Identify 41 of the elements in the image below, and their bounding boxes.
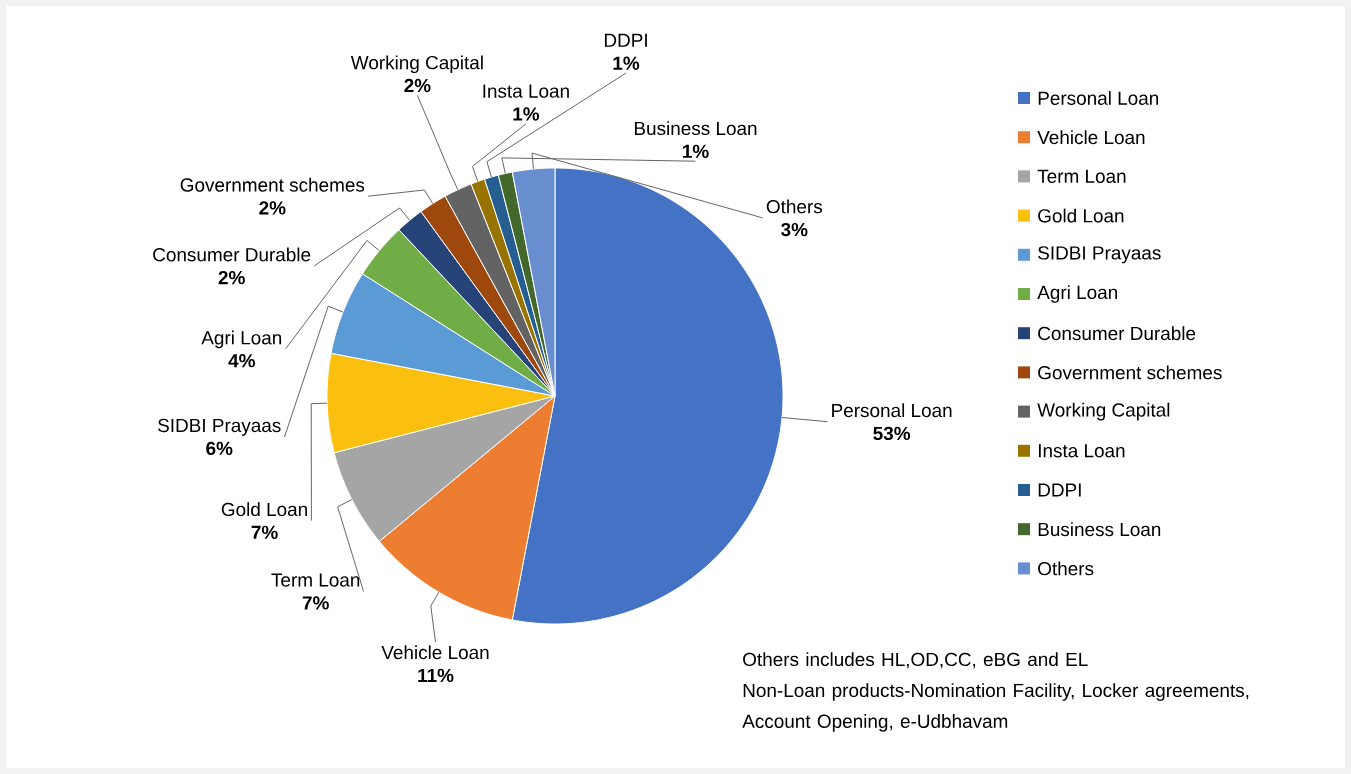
- slice-label: Vehicle Loan: [381, 645, 489, 660]
- slice-label: SIDBI Prayaas: [158, 418, 281, 436]
- legend-label: Others: [1038, 561, 1094, 576]
- slice-label: Insta Loan: [483, 84, 569, 98]
- legend-label: SIDBI Prayaas: [1038, 246, 1161, 264]
- legend-label: Agri Loan: [1037, 285, 1117, 303]
- slice-label: Personal Loan: [832, 403, 952, 418]
- data-label: 4%: [228, 354, 255, 368]
- data-label: 1%: [513, 107, 540, 121]
- slice-label: Agri Loan: [201, 330, 282, 349]
- data-label: 1%: [613, 56, 640, 70]
- text: Others includes HL,OD,CC, eBG and EL: [743, 652, 1088, 669]
- slice-label: Consumer Durable: [153, 247, 311, 262]
- data-label: 2%: [259, 201, 286, 215]
- data-label: 2%: [404, 78, 431, 93]
- legend-label: Consumer Durable: [1038, 326, 1196, 341]
- legend-label: Working Capital: [1037, 402, 1170, 421]
- slice-label: Working Capital: [350, 55, 483, 74]
- data-label: 1%: [683, 144, 709, 158]
- legend-label: Government schemes: [1038, 365, 1222, 380]
- slice-label: Gold Loan: [221, 502, 307, 517]
- legend-label: Term Loan: [1037, 169, 1126, 183]
- legend-label: Gold Loan: [1038, 208, 1124, 223]
- data-label: 6%: [206, 441, 233, 456]
- slice-label: Others: [766, 199, 823, 214]
- data-label: 11%: [418, 668, 454, 683]
- data-label: 2%: [218, 270, 245, 285]
- data-label: 53%: [873, 426, 911, 441]
- text: Non-Loan products-Nomination Facility, Locker agreements, Account Opening, e-Udbhavam: [742, 683, 1249, 732]
- slice-label: Government schemes: [180, 177, 365, 192]
- legend-label: Personal Loan: [1038, 91, 1159, 105]
- data-label: 7%: [302, 596, 329, 610]
- slice-label: Business Loan: [634, 121, 757, 136]
- slice-label: DDPI: [604, 33, 647, 47]
- legend-label: Business Loan: [1038, 522, 1161, 537]
- data-label: 7%: [251, 525, 278, 539]
- legend-label: Insta Loan: [1038, 444, 1125, 458]
- legend-label: Vehicle Loan: [1037, 130, 1145, 145]
- data-label: 3%: [781, 222, 808, 237]
- slice-label: Term Loan: [271, 573, 360, 587]
- legend-label: DDPI: [1038, 483, 1081, 497]
